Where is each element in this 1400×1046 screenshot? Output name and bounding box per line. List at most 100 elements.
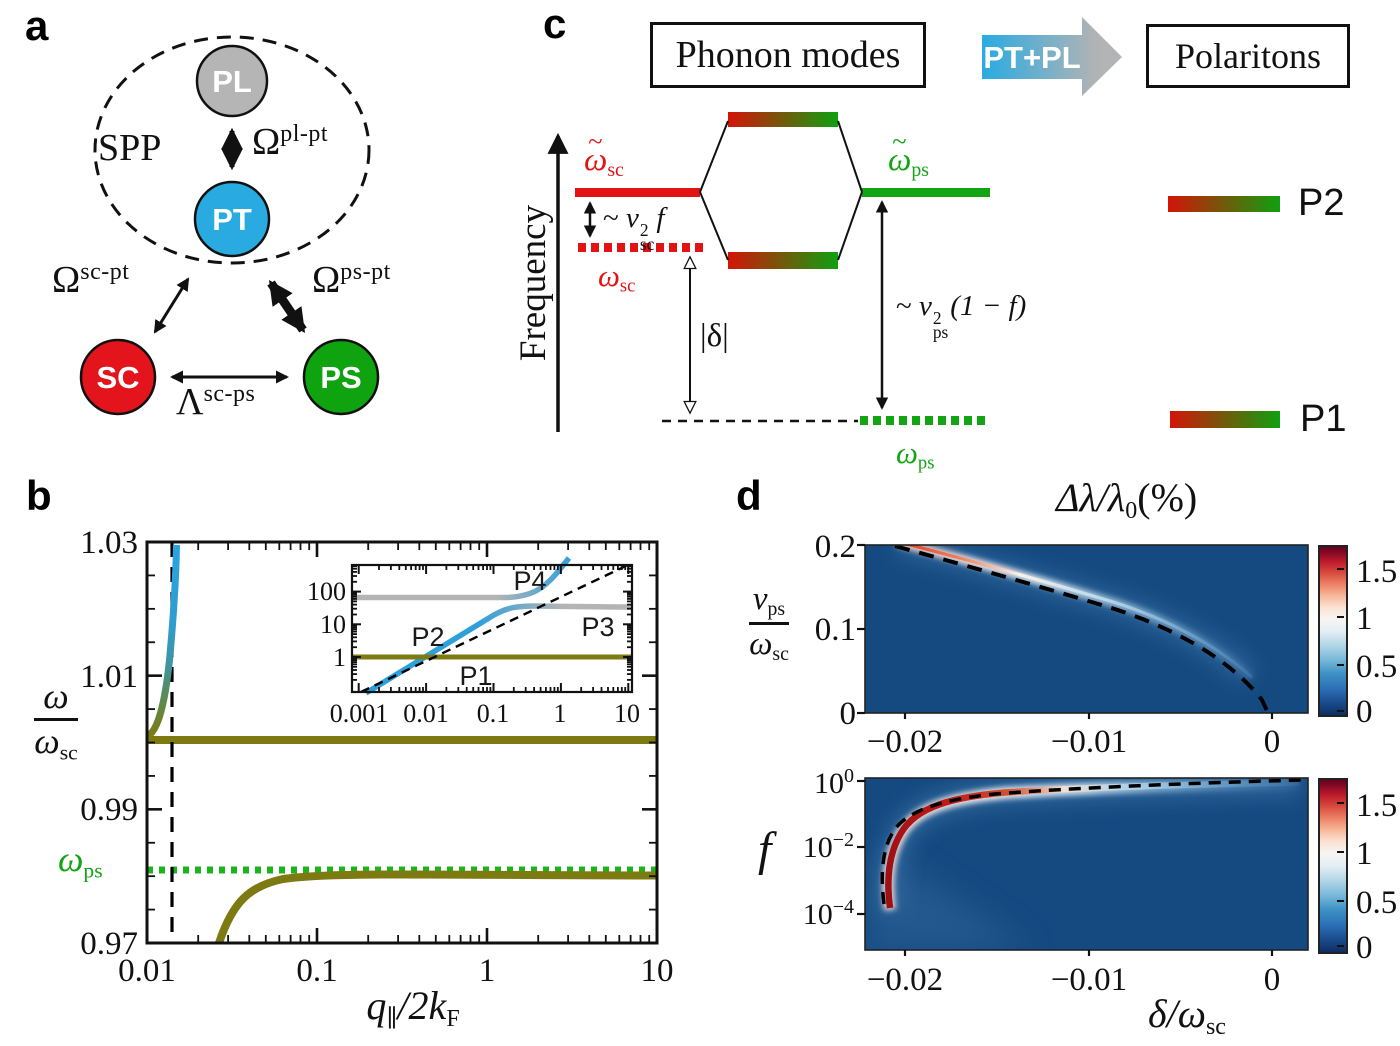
heatmap-bottom: [864, 777, 1309, 951]
cb-bot-tick-2: 0.5: [1356, 885, 1397, 921]
omega: ω: [598, 258, 620, 293]
level-lower-hybrid-bar: [728, 252, 838, 269]
sup: −4: [832, 896, 854, 918]
d-bottom-ylabel: f: [758, 823, 772, 876]
panel-d-label: d: [736, 472, 762, 519]
numerator: ω: [43, 676, 69, 716]
d-top-xtick-1: −0.01: [1051, 724, 1127, 760]
q: q: [366, 983, 387, 1028]
omega: ω: [584, 142, 608, 178]
inset-p4-branch: [352, 556, 572, 601]
coupling-base: Ω: [52, 259, 81, 301]
d-top-xtick-0: −0.02: [867, 724, 943, 760]
inset-ticks: [352, 565, 632, 692]
coupling-ps-pt: Ωps-pt: [312, 258, 391, 302]
d-top-ylabel: νps ωsc: [731, 582, 807, 664]
node-pl: [195, 44, 269, 118]
nu-sc-annotation: ~ ν 2 sc f: [603, 202, 664, 252]
coupling-sup: sc-ps: [203, 380, 256, 407]
sup: 2: [932, 307, 942, 328]
sub: ps: [917, 452, 935, 474]
colorbar-top: [1318, 545, 1348, 717]
inset-ytick-1: 10: [320, 610, 346, 639]
base: 10: [802, 831, 833, 864]
wsc-bare-label: ωsc: [598, 258, 635, 298]
level-connectors: [699, 120, 863, 261]
node-label-ps: PS: [320, 360, 361, 395]
level-wps-bare-bar: [860, 416, 990, 425]
coupling-sup: ps-pt: [340, 258, 391, 285]
panel-b-label: b: [26, 472, 52, 519]
node-sc: [79, 338, 157, 416]
phonon-modes-text: Phonon modes: [675, 34, 901, 76]
pt-pl-arrow-text: PT+PL: [983, 40, 1080, 75]
lower-polariton-branch: [215, 870, 658, 945]
nu-ps-annotation: ~ ν 2 ps (1 − f): [896, 290, 1026, 340]
d-bot-ytick-2: 10−4: [782, 896, 854, 932]
legend-p1-bar: [1170, 411, 1280, 428]
b-xlabel: q∥/2kF: [328, 982, 498, 1033]
upper-polariton-branch: [145, 544, 180, 740]
node-ps: [302, 338, 380, 416]
k-sub: F: [446, 1006, 460, 1033]
b-xtick-3: 10: [641, 953, 674, 989]
inset-p3-label: P3: [581, 612, 614, 642]
b-ytick-3: 0.97: [80, 926, 138, 962]
omega: ω: [888, 142, 912, 178]
sub: ps: [83, 858, 103, 883]
cb-top-tick-1: 1: [1356, 601, 1373, 637]
inset-xtick-3: 1: [554, 699, 567, 728]
delta-annotation: |δ|: [700, 318, 729, 354]
coupling-base: Ω: [252, 121, 281, 163]
b-ytick-2: 0.99: [80, 792, 138, 828]
heatmap-top-dashed-curve: [894, 545, 1270, 713]
polaritons-box: Polaritons: [1146, 24, 1350, 88]
b-omega-ps-label: ωps: [58, 838, 103, 883]
legend-p2-label: P2: [1298, 182, 1345, 224]
delta: δ/: [1148, 991, 1178, 1036]
legend-p1-label: P1: [1300, 398, 1347, 440]
level-wsc-bare-bar: [578, 243, 708, 252]
b-xtick-2: 1: [479, 953, 496, 989]
denominator-sub: sc: [59, 740, 78, 765]
cb-top-tick-0: 1.5: [1356, 554, 1397, 590]
inset-p3-branch: [364, 603, 633, 696]
tilde: ~: [588, 126, 603, 157]
coupling-sc-ps: Λsc-ps: [176, 380, 255, 424]
d-top-ytick-0: 0.2: [815, 529, 856, 565]
cb-bot-tick-1: 1: [1356, 836, 1373, 872]
title-post: (%): [1137, 475, 1198, 520]
inset-p1-label: P1: [459, 661, 492, 691]
coupling-pl-pt: Ωpl-pt: [252, 120, 328, 164]
sup: 0: [844, 765, 854, 787]
panel-b-canvas: 1.03 1.01 0.99 0.97 0.01 0.1 1 10 100 10…: [80, 525, 674, 989]
pt-pl-arrow-shape: [982, 17, 1122, 96]
panel-c-label: c: [543, 0, 567, 47]
phonon-modes-box: Phonon modes: [650, 22, 926, 88]
cb-bot-tick-0: 1.5: [1356, 788, 1397, 824]
coupling-base: Ω: [312, 259, 341, 301]
d-top-ytick-1: 0.1: [815, 612, 856, 648]
nu: ν: [918, 290, 932, 322]
mid: /2: [397, 983, 429, 1028]
wsc-shifted-label: ~ ωsc: [584, 126, 624, 182]
d-bot-ytick-0: 100: [782, 765, 854, 801]
node-pt: [193, 180, 271, 258]
d-bot-xtick-2: 0: [1264, 962, 1281, 998]
wps-shifted-label: ~ ωps: [888, 126, 929, 182]
panel-a-canvas: PL PT SC PS: [79, 35, 380, 416]
k: k: [428, 983, 447, 1028]
denominator: ω: [34, 720, 60, 761]
polaritons-text: Polaritons: [1174, 36, 1321, 76]
inset-p4-label: P4: [513, 566, 546, 596]
sub: ps: [911, 158, 929, 181]
d-bot-ytick-1: 10−2: [782, 829, 854, 865]
coupling-sc-pt: Ωsc-pt: [52, 258, 129, 302]
node-label-pl: PL: [212, 64, 252, 99]
inset-light-cone-dashed: [360, 562, 631, 694]
d-top-ytick-2: 0: [840, 696, 857, 732]
cb-top-tick-2: 0.5: [1356, 649, 1397, 685]
panel-a-label: a: [25, 2, 49, 49]
wps-bare-label: ωps: [896, 435, 934, 475]
